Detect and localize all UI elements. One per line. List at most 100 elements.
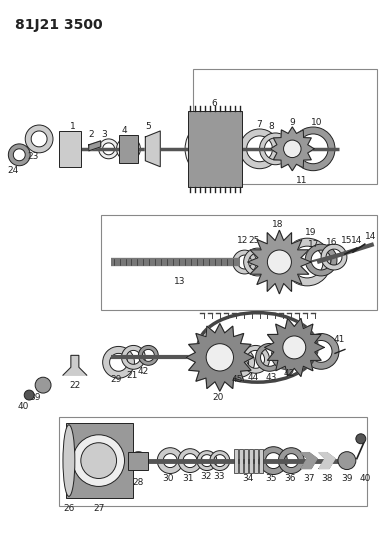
Wedge shape	[278, 448, 304, 473]
Bar	[254, 449, 258, 473]
Text: 20: 20	[212, 393, 224, 401]
Bar	[234, 449, 238, 473]
Circle shape	[356, 434, 366, 444]
Polygon shape	[301, 453, 317, 469]
Text: 35: 35	[266, 474, 277, 483]
Wedge shape	[178, 449, 202, 473]
Text: 38: 38	[321, 474, 333, 483]
Wedge shape	[256, 343, 283, 372]
Wedge shape	[271, 342, 299, 369]
Polygon shape	[271, 127, 314, 171]
Text: 6: 6	[211, 99, 217, 108]
Wedge shape	[305, 244, 337, 276]
Circle shape	[206, 344, 233, 371]
Text: 42: 42	[138, 367, 149, 376]
Polygon shape	[89, 141, 100, 151]
Text: 43: 43	[266, 373, 277, 382]
Bar	[193, 69, 377, 183]
Text: 25: 25	[248, 236, 259, 245]
Text: 44: 44	[248, 373, 259, 382]
Text: 4: 4	[122, 126, 127, 135]
Circle shape	[81, 443, 117, 479]
Text: 24: 24	[8, 166, 19, 175]
Wedge shape	[260, 133, 291, 165]
Wedge shape	[122, 345, 145, 369]
Text: 41: 41	[333, 335, 344, 344]
Text: 29: 29	[110, 375, 121, 384]
Text: 12: 12	[237, 236, 248, 245]
Circle shape	[73, 435, 124, 487]
Text: 27: 27	[93, 504, 104, 513]
Wedge shape	[233, 250, 256, 274]
Text: 14: 14	[365, 232, 377, 241]
Text: 39: 39	[341, 474, 353, 483]
Text: 40: 40	[359, 474, 371, 483]
Text: 45: 45	[232, 375, 243, 384]
Text: 19: 19	[305, 228, 317, 237]
Polygon shape	[264, 318, 324, 376]
Wedge shape	[291, 127, 335, 171]
Bar	[129, 451, 148, 470]
Wedge shape	[260, 447, 287, 474]
Wedge shape	[225, 348, 255, 377]
Text: 40: 40	[18, 402, 29, 411]
Wedge shape	[260, 242, 299, 282]
Wedge shape	[63, 134, 77, 148]
Text: 37: 37	[303, 474, 315, 483]
Wedge shape	[129, 451, 147, 470]
Text: 26: 26	[63, 504, 75, 513]
Circle shape	[24, 390, 34, 400]
Bar	[118, 135, 138, 163]
Wedge shape	[244, 248, 271, 276]
Bar	[59, 131, 81, 167]
Bar	[244, 449, 248, 473]
Ellipse shape	[63, 425, 75, 496]
Text: 22: 22	[69, 381, 81, 390]
Text: 23: 23	[27, 152, 39, 161]
Polygon shape	[186, 324, 254, 391]
Wedge shape	[210, 451, 230, 471]
Text: 30: 30	[162, 474, 174, 483]
Circle shape	[267, 250, 291, 274]
Text: 33: 33	[213, 472, 224, 481]
Text: 34: 34	[242, 474, 253, 483]
Wedge shape	[240, 129, 280, 169]
Wedge shape	[103, 346, 135, 378]
Bar	[100, 215, 377, 310]
Text: 36: 36	[285, 474, 296, 483]
Text: 21: 21	[127, 371, 138, 379]
Text: 32: 32	[200, 472, 212, 481]
Text: 15: 15	[341, 236, 353, 245]
Wedge shape	[25, 125, 53, 153]
Text: 5: 5	[145, 123, 151, 132]
Circle shape	[35, 377, 51, 393]
Bar	[59, 417, 367, 506]
Bar	[188, 111, 242, 187]
Wedge shape	[197, 451, 217, 471]
Text: 42: 42	[284, 369, 295, 378]
Text: 1: 1	[70, 123, 76, 132]
Text: 28: 28	[133, 478, 144, 487]
Circle shape	[283, 336, 306, 359]
Text: 18: 18	[272, 220, 283, 229]
Text: 14: 14	[351, 236, 362, 245]
Bar	[249, 449, 253, 473]
Text: 10: 10	[311, 118, 323, 126]
Polygon shape	[248, 230, 311, 294]
Wedge shape	[321, 244, 347, 270]
Text: 81J21 3500: 81J21 3500	[15, 18, 103, 32]
Wedge shape	[8, 144, 30, 166]
Bar	[66, 423, 133, 498]
Text: 7: 7	[256, 119, 262, 128]
Wedge shape	[138, 345, 158, 365]
Wedge shape	[63, 142, 77, 156]
Wedge shape	[185, 119, 245, 179]
Text: 8: 8	[269, 123, 274, 132]
Circle shape	[338, 451, 356, 470]
Polygon shape	[63, 356, 87, 375]
Text: 3: 3	[102, 131, 108, 140]
Wedge shape	[117, 137, 140, 161]
Text: 11: 11	[296, 176, 307, 185]
Wedge shape	[303, 334, 339, 369]
Circle shape	[283, 140, 301, 158]
